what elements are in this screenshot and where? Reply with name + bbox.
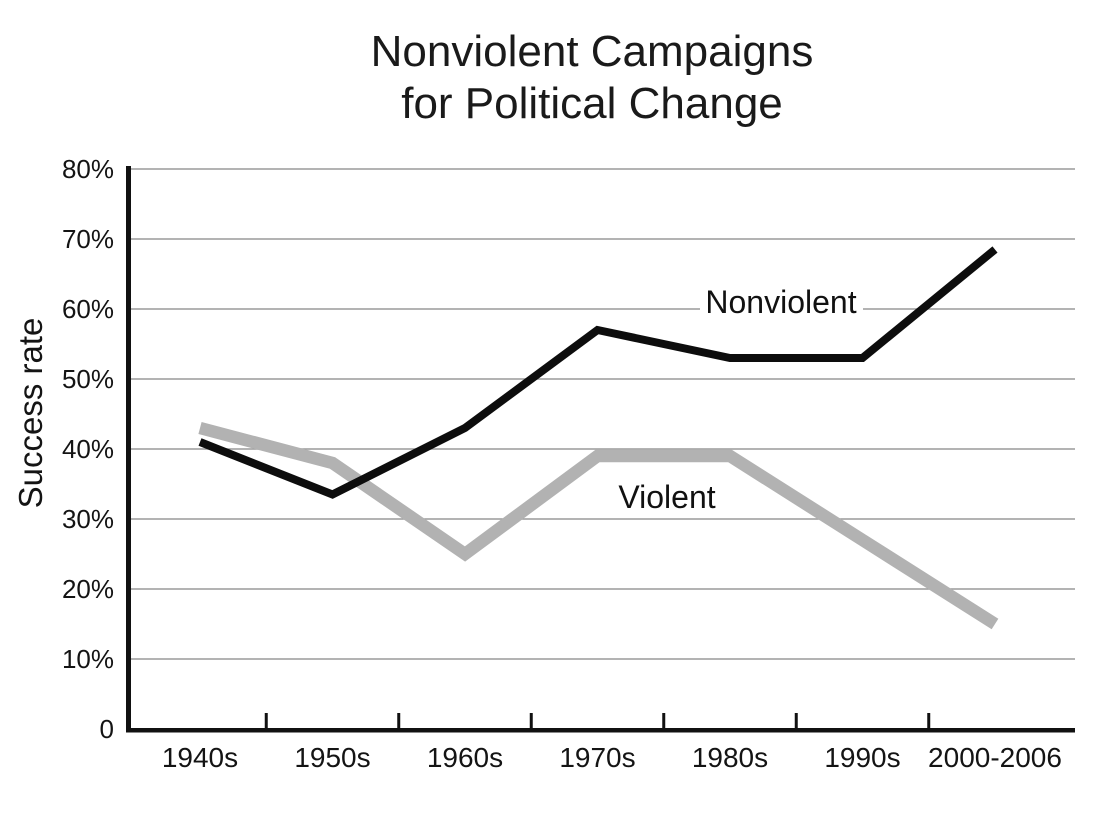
series-label-nonviolent: Nonviolent xyxy=(705,284,856,320)
series-line-violent xyxy=(198,421,999,630)
x-tick-label-1970s: 1970s xyxy=(559,742,635,773)
x-axis-tick-labels: 1940s 1950s 1960s 1970s 1980s 1990s 2000-2006 xyxy=(162,742,1062,773)
x-axis-ticks xyxy=(264,713,931,728)
y-tick-label-0: 0 xyxy=(100,714,114,744)
y-tick-label-20%: 20% xyxy=(62,574,114,604)
y-tick-label-30%: 30% xyxy=(62,504,114,534)
x-axis-line xyxy=(126,728,1075,733)
y-tick-label-70%: 70% xyxy=(62,224,114,254)
series-line-nonviolent xyxy=(198,246,998,499)
x-tick-label-1990s: 1990s xyxy=(824,742,900,773)
x-tick-label-1980s: 1980s xyxy=(692,742,768,773)
y-axis-tick-labels: 80% 70% 60% 50% 40% 30% 20% 10% 0 xyxy=(62,154,114,744)
series-lines xyxy=(198,246,999,630)
y-tick-label-40%: 40% xyxy=(62,434,114,464)
chart-title-line-1: Nonviolent Campaigns xyxy=(371,27,814,76)
y-axis-title: Success rate xyxy=(12,318,49,509)
x-tick-label-2000-2006: 2000-2006 xyxy=(928,742,1062,773)
x-tick-label-1960s: 1960s xyxy=(427,742,503,773)
y-tick-label-10%: 10% xyxy=(62,644,114,674)
y-tick-label-60%: 60% xyxy=(62,294,114,324)
chart-title-line-2: for Political Change xyxy=(401,79,783,128)
y-tick-label-50%: 50% xyxy=(62,364,114,394)
x-tick-label-1950s: 1950s xyxy=(294,742,370,773)
y-axis-line xyxy=(126,166,131,732)
nonviolent-label-background xyxy=(700,283,863,319)
x-tick-label-1940s: 1940s xyxy=(162,742,238,773)
series-label-violent: Violent xyxy=(618,479,715,515)
y-tick-label-80%: 80% xyxy=(62,154,114,184)
